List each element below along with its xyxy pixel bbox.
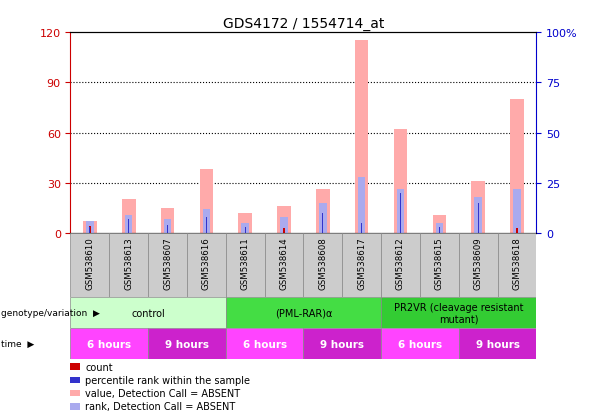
Bar <box>187 233 226 297</box>
Bar <box>122 200 135 233</box>
Bar <box>381 233 420 297</box>
Bar <box>238 213 252 233</box>
Bar <box>400 227 401 233</box>
Bar <box>400 193 401 233</box>
Bar <box>277 206 291 233</box>
Text: 9 hours: 9 hours <box>320 339 364 349</box>
Bar <box>226 328 303 359</box>
Bar <box>245 228 246 233</box>
Text: percentile rank within the sample: percentile rank within the sample <box>85 375 250 385</box>
Bar <box>394 130 407 233</box>
Bar <box>206 225 207 233</box>
Bar <box>510 100 524 233</box>
Bar <box>128 219 129 233</box>
Bar <box>433 215 446 233</box>
Bar <box>167 225 168 233</box>
Bar <box>459 328 536 359</box>
Text: 6 hours: 6 hours <box>87 339 131 349</box>
Bar <box>161 208 174 233</box>
Bar <box>322 213 323 233</box>
Text: rank, Detection Call = ABSENT: rank, Detection Call = ABSENT <box>85 401 235 411</box>
Text: time  ▶: time ▶ <box>1 339 34 348</box>
Bar <box>125 215 132 233</box>
Text: value, Detection Call = ABSENT: value, Detection Call = ABSENT <box>85 388 240 398</box>
Bar <box>471 182 485 233</box>
Text: GSM538615: GSM538615 <box>435 237 444 289</box>
Bar <box>70 328 148 359</box>
Bar <box>439 228 440 233</box>
Bar <box>319 203 327 233</box>
Text: 6 hours: 6 hours <box>243 339 287 349</box>
Text: 6 hours: 6 hours <box>398 339 442 349</box>
Text: GSM538614: GSM538614 <box>280 237 289 289</box>
Bar <box>478 228 479 233</box>
Text: (PML-RAR)α: (PML-RAR)α <box>275 308 332 318</box>
Bar <box>459 233 498 297</box>
Bar <box>89 227 90 233</box>
Bar <box>206 217 207 233</box>
Bar <box>245 227 246 233</box>
Bar <box>513 189 520 233</box>
Bar <box>128 228 129 233</box>
Bar <box>70 233 109 297</box>
Text: 9 hours: 9 hours <box>476 339 520 349</box>
Bar <box>283 228 284 233</box>
Text: GSM538608: GSM538608 <box>318 237 327 289</box>
Text: GSM538616: GSM538616 <box>202 237 211 289</box>
Bar <box>498 233 536 297</box>
Bar <box>478 203 479 233</box>
Bar <box>164 219 171 233</box>
Bar <box>303 328 381 359</box>
Bar <box>381 328 459 359</box>
Bar <box>303 233 342 297</box>
Bar <box>342 233 381 297</box>
Bar <box>86 221 94 233</box>
Bar <box>361 223 362 233</box>
Bar <box>203 209 210 233</box>
Bar <box>436 223 443 233</box>
Text: 9 hours: 9 hours <box>165 339 209 349</box>
Bar <box>226 297 381 328</box>
Text: GSM538618: GSM538618 <box>512 237 522 289</box>
Bar <box>280 217 287 233</box>
Bar <box>474 197 482 233</box>
Bar <box>516 228 517 233</box>
Bar <box>83 222 97 233</box>
Bar <box>167 228 168 233</box>
Bar <box>89 227 91 233</box>
Text: count: count <box>85 362 113 372</box>
Bar <box>439 227 440 233</box>
Bar <box>322 228 324 233</box>
Bar <box>200 170 213 233</box>
Bar <box>265 233 303 297</box>
Text: GSM538610: GSM538610 <box>85 237 94 289</box>
Bar <box>361 227 362 233</box>
Text: PR2VR (cleavage resistant
mutant): PR2VR (cleavage resistant mutant) <box>394 302 524 324</box>
Bar <box>397 189 404 233</box>
Bar <box>355 41 368 233</box>
Bar <box>148 233 187 297</box>
Title: GDS4172 / 1554714_at: GDS4172 / 1554714_at <box>223 17 384 31</box>
Bar <box>109 233 148 297</box>
Text: control: control <box>131 308 165 318</box>
Bar <box>381 297 536 328</box>
Bar <box>148 328 226 359</box>
Text: GSM538609: GSM538609 <box>474 237 482 289</box>
Bar <box>242 223 249 233</box>
Text: GSM538612: GSM538612 <box>396 237 405 289</box>
Bar <box>420 233 459 297</box>
Text: GSM538607: GSM538607 <box>163 237 172 289</box>
Bar <box>226 233 265 297</box>
Bar <box>316 190 330 233</box>
Text: GSM538611: GSM538611 <box>241 237 249 289</box>
Bar <box>70 297 226 328</box>
Text: GSM538617: GSM538617 <box>357 237 366 289</box>
Text: genotype/variation  ▶: genotype/variation ▶ <box>1 309 100 317</box>
Text: GSM538613: GSM538613 <box>124 237 133 289</box>
Bar <box>358 177 365 233</box>
